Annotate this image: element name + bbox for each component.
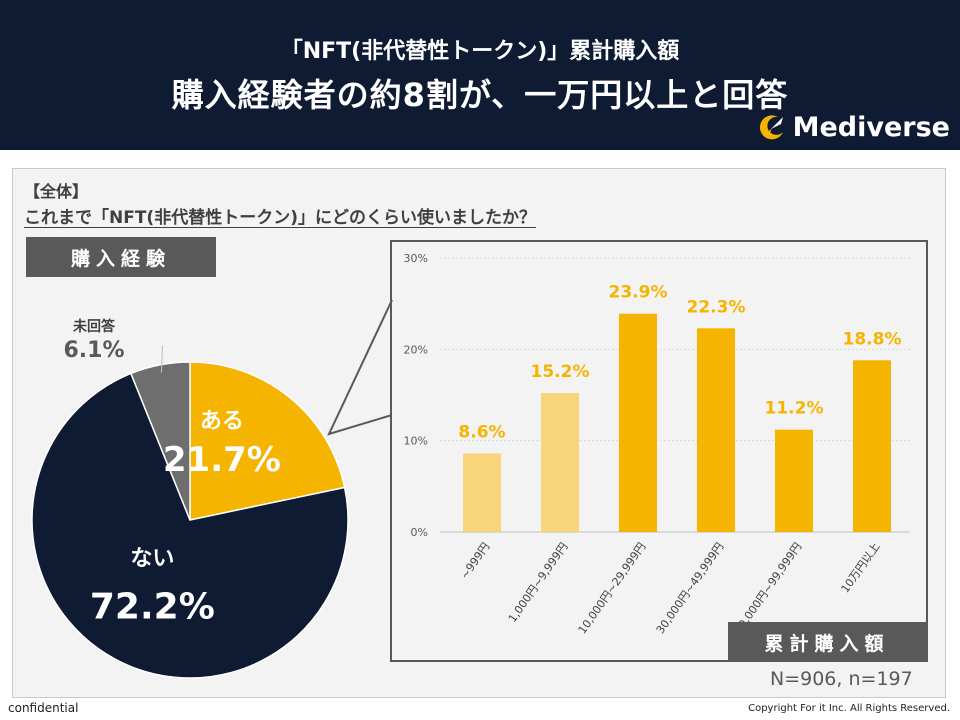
pie-label-noanswer: 未回答 — [73, 318, 116, 335]
pie-chart-title: 購入経験 — [26, 237, 216, 277]
segment-label: 【全体】 — [24, 182, 89, 201]
bar-chart-title: 累計購入額 — [728, 622, 926, 662]
pie-value-yes: 21.7% — [163, 440, 281, 480]
brand-logo: Mediverse — [757, 110, 950, 144]
page-subtitle: 「NFT(非代替性トークン)」累計購入額 — [280, 39, 680, 64]
brand-name: Mediverse — [792, 111, 950, 143]
purchase-experience-pie-chart: ある 21.7% ない 72.2% 未回答 6.1% — [31, 318, 349, 679]
pie-slice-1 — [31, 372, 349, 679]
pie-slice-0 — [189, 361, 346, 521]
pie-value-noanswer: 6.1% — [63, 338, 124, 363]
moon-rocket-icon — [759, 115, 783, 140]
survey-question: これまで「NFT(非代替性トークン)」にどのくらい使いましたか？ — [24, 208, 536, 228]
pie-value-no: 72.2% — [90, 587, 215, 628]
copyright-text: Copyright For it Inc. All Rights Reserve… — [748, 703, 950, 714]
pie-leader-line — [160, 345, 164, 373]
page-title: 購入経験者の約8割が、一万円以上と回答 — [171, 76, 789, 114]
pie-label-yes: ある — [200, 409, 244, 434]
header-banner: 「NFT(非代替性トークン)」累計購入額 購入経験者の約8割が、一万円以上と回答… — [0, 0, 960, 150]
pie-slice-2 — [129, 361, 191, 521]
pie-label-no: ない — [130, 547, 174, 572]
confidential-label: confidential — [8, 701, 79, 715]
bar-chart-frame — [390, 240, 928, 662]
sample-size: N=906, n=197 — [770, 668, 913, 690]
